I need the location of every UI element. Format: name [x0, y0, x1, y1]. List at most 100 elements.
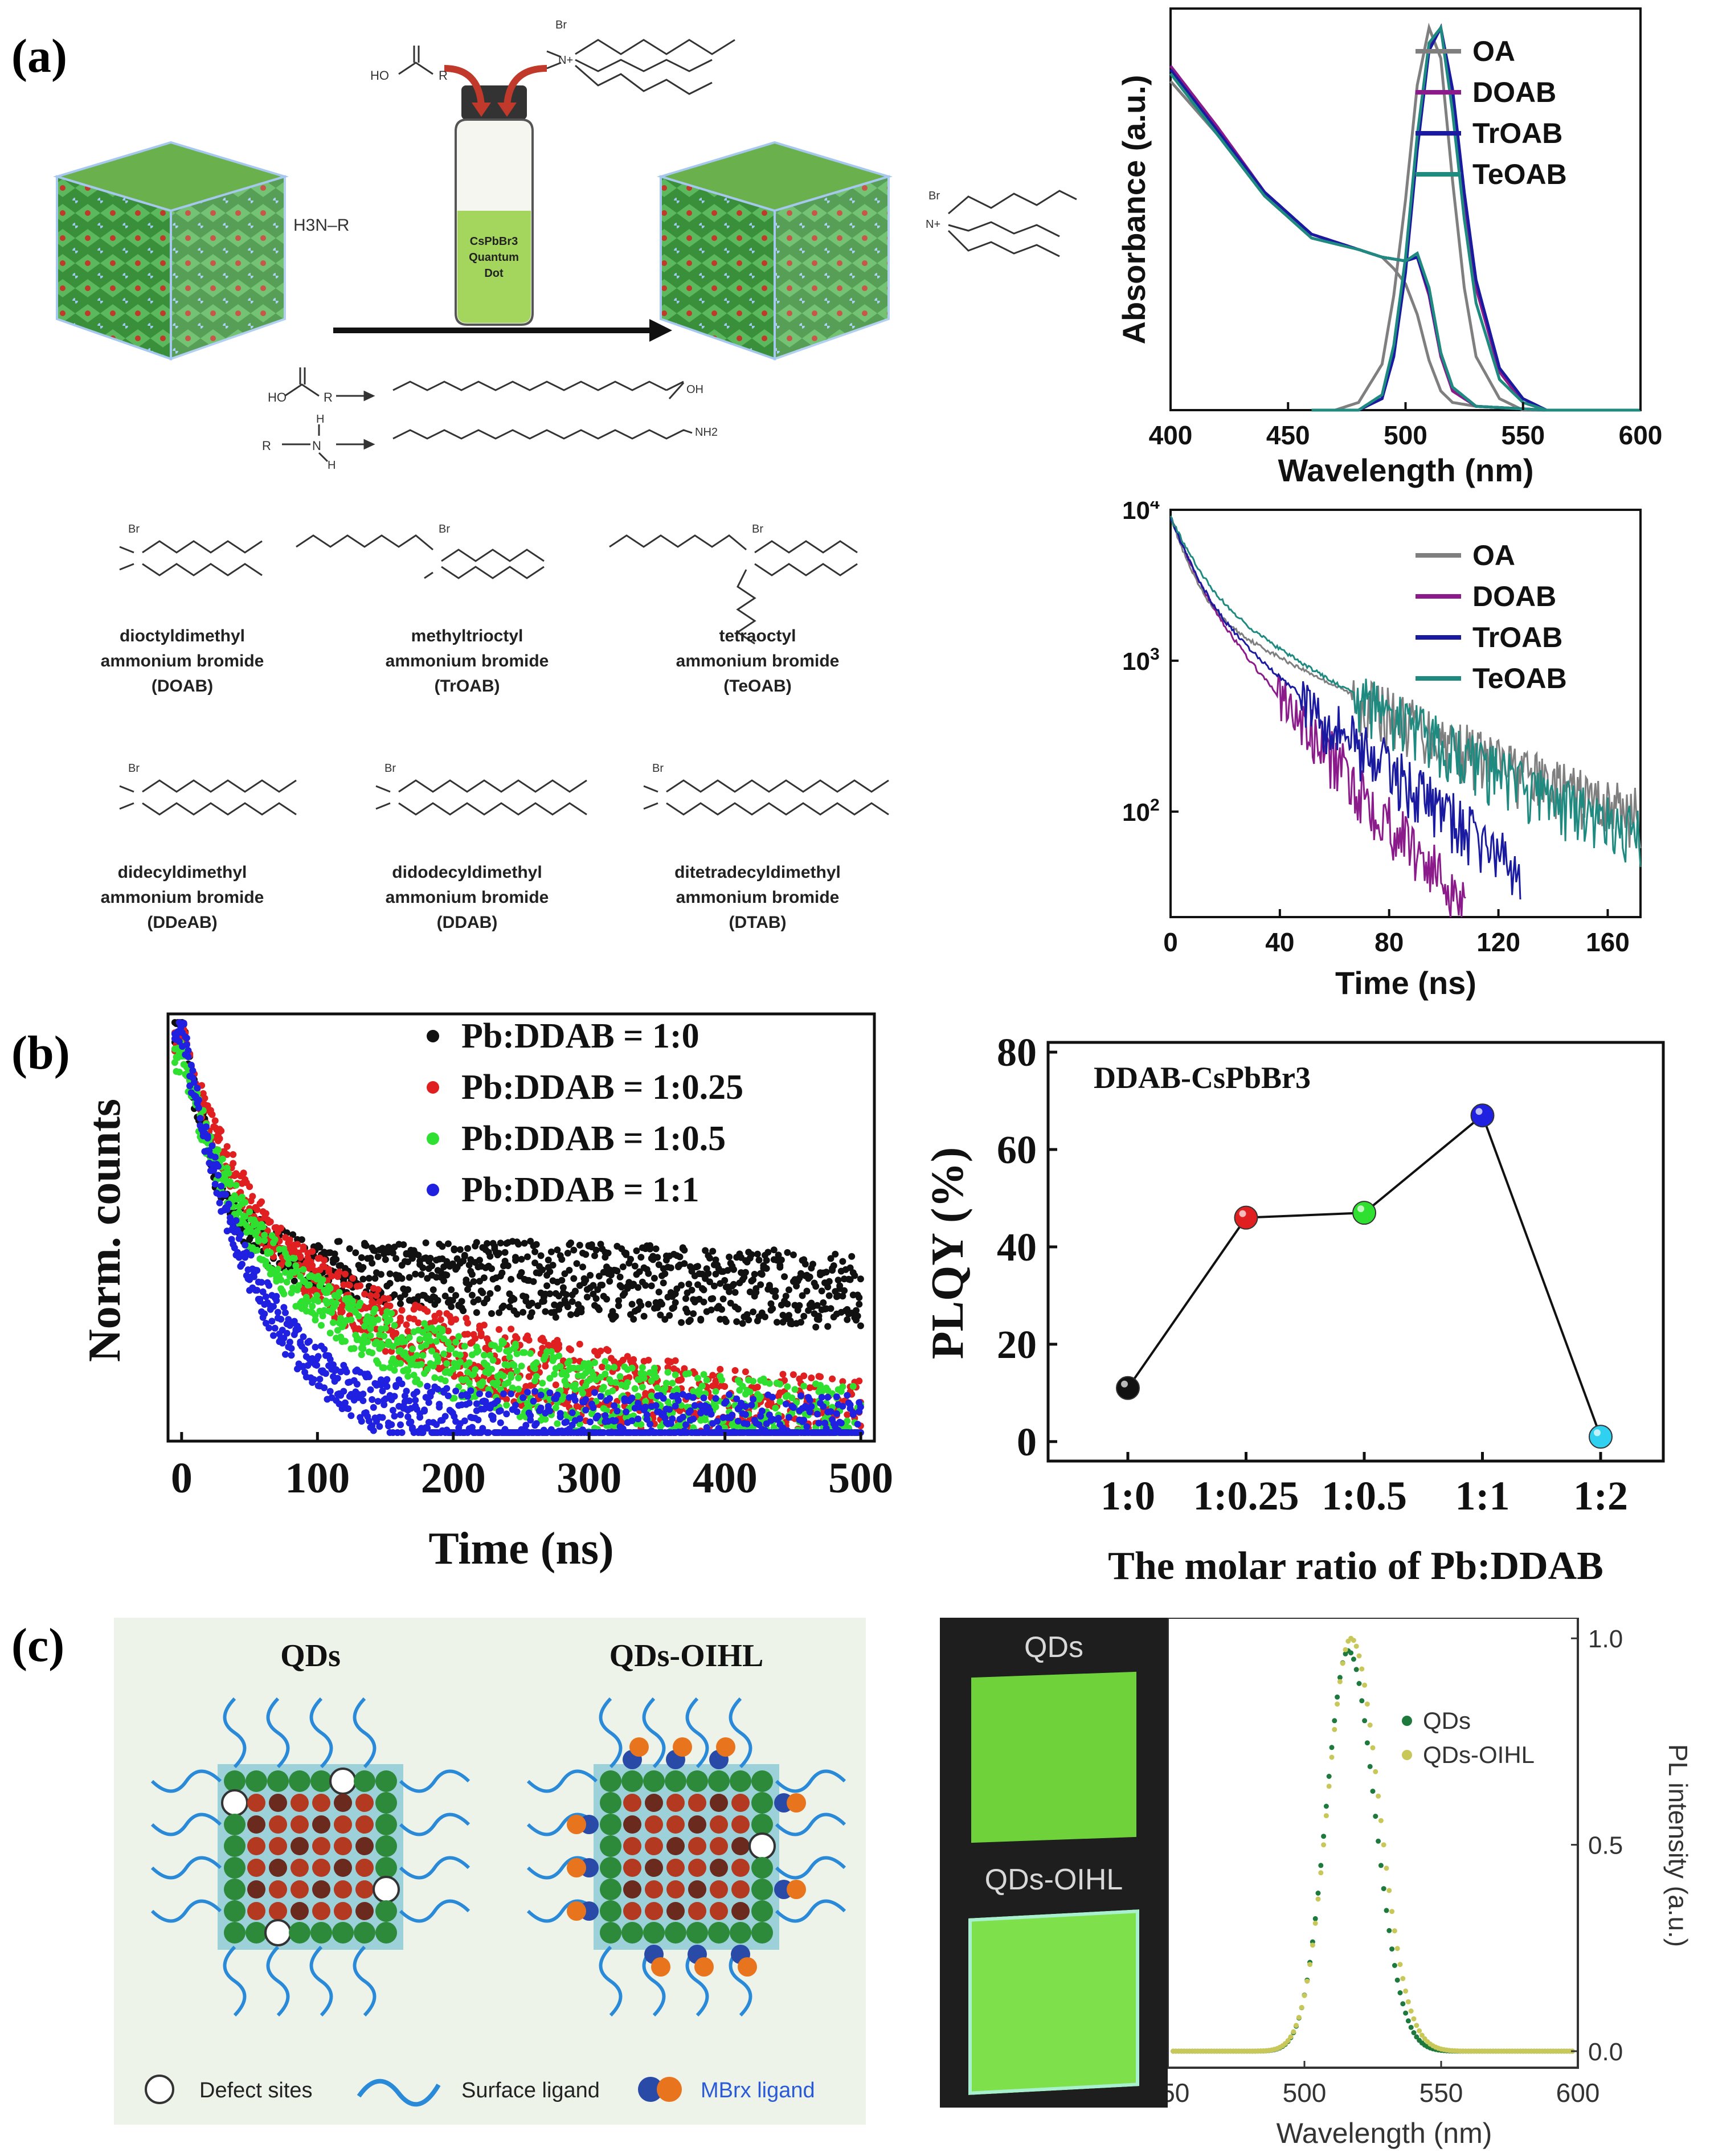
decay-b-point [369, 1259, 376, 1267]
decay-b-point [799, 1292, 806, 1299]
decay-b-point [508, 1390, 515, 1397]
surface-atom [708, 1770, 730, 1792]
decay-b-point [669, 1415, 676, 1422]
acid-top-ho: HO [370, 68, 389, 83]
photo-qds-label: QDs [1024, 1631, 1083, 1664]
plqy-point [1589, 1425, 1613, 1449]
decay-b-point [546, 1268, 554, 1275]
plqy-xtick-label: 1:0 [1101, 1473, 1155, 1519]
decay-b-point [554, 1392, 561, 1398]
decay-b-point [451, 1246, 458, 1254]
decay-b-point [648, 1377, 655, 1385]
pl-c-point [1381, 1886, 1386, 1892]
decay-b-point [440, 1350, 448, 1357]
decay-b-point [342, 1270, 349, 1278]
decay-b-point [578, 1308, 585, 1316]
pl-c-point [1373, 1814, 1378, 1819]
decay-b-point [215, 1146, 222, 1153]
decay-b-point [612, 1417, 619, 1424]
decay-b-point [591, 1359, 598, 1367]
decay-b-point [259, 1288, 267, 1295]
decay-b-point [216, 1199, 223, 1206]
decay-b-point [602, 1370, 609, 1378]
decay-b-point [195, 1097, 202, 1103]
decay-b-point [379, 1387, 386, 1394]
pl-c-point [1312, 1916, 1318, 1921]
plqy-point [1352, 1201, 1376, 1225]
decay-b-point [455, 1333, 463, 1340]
decay-b-point [652, 1245, 660, 1253]
pl-c-point [1321, 1834, 1327, 1839]
surface-atom [224, 1770, 246, 1792]
decay-b-point [283, 1278, 291, 1286]
decay-b-point [500, 1339, 507, 1346]
decay-b-point [557, 1301, 564, 1308]
decay-b-point [312, 1344, 319, 1351]
decay-b-y-label: Norm. counts [80, 1099, 130, 1362]
photo-qdsoihl-label: QDs-OIHL [984, 1863, 1123, 1896]
defect-site [264, 1919, 292, 1946]
decay-b-point [630, 1316, 637, 1323]
decay-b-point [386, 1270, 394, 1278]
pl-c-point [1376, 1793, 1381, 1799]
decay-b-point [265, 1324, 273, 1332]
decay-b-point [612, 1312, 619, 1320]
decay-b-point [374, 1286, 382, 1293]
pl-c-point [1414, 2023, 1419, 2028]
decay-b-point [242, 1213, 249, 1220]
decay-b-point [800, 1372, 808, 1380]
core-atom [710, 1859, 728, 1877]
decay-b-point [579, 1389, 586, 1397]
decay-b-point [751, 1271, 758, 1278]
decay-b-point [449, 1296, 456, 1304]
plqy-line [1127, 1113, 1602, 1437]
decay-b-point [576, 1340, 583, 1348]
decay-b-point [347, 1412, 355, 1419]
decay-b-point [754, 1250, 761, 1258]
ligand-chain [775, 1769, 846, 1793]
absorbance-line-doab [1169, 65, 1641, 412]
core-atom [269, 1902, 287, 1920]
decay-b-point [547, 1248, 555, 1255]
decay-b-point [836, 1282, 844, 1290]
pl-c-point [1394, 1977, 1400, 1983]
decay-b-point [367, 1254, 374, 1262]
decay-b-point [642, 1404, 649, 1411]
decay-b-point [613, 1408, 621, 1415]
core-atom [731, 1794, 750, 1812]
decay-b-point [806, 1408, 813, 1415]
decay-b-point [853, 1307, 860, 1314]
decay-b-point [857, 1275, 864, 1283]
pl-c-point [1367, 1764, 1373, 1769]
decay-b-point [789, 1251, 797, 1258]
decay-b-point [397, 1411, 404, 1418]
decay-b-point [383, 1383, 391, 1390]
oleylamine-end: NH2 [695, 426, 718, 439]
decay-b-point [246, 1183, 253, 1190]
core-atom [269, 1794, 287, 1812]
decay-b-point [557, 1363, 564, 1370]
diagram-qdsoihl-label: QDs-OIHL [609, 1638, 764, 1674]
pl-c-xtick-label: 450 [1168, 2078, 1189, 2108]
decay-b-point [427, 1337, 434, 1344]
decay-b-point [280, 1304, 288, 1311]
decay-b-point [389, 1249, 396, 1257]
decay-b-point [540, 1337, 547, 1345]
decay-b-point [570, 1246, 578, 1254]
decay-b-point [786, 1312, 792, 1319]
decay-b-point [488, 1310, 495, 1317]
decay-b-point [314, 1353, 322, 1360]
decay-b-legend-label: Pb:DDAB = 1:1 [461, 1171, 699, 1209]
qd-core-box [594, 1764, 779, 1950]
decay-b-point [672, 1402, 679, 1410]
decay-b-point [681, 1246, 688, 1254]
decay-b-point [397, 1360, 404, 1367]
decay-b-point [249, 1193, 256, 1200]
decay-b-point [392, 1382, 400, 1389]
decay-a-x-label: Time (ns) [1335, 965, 1476, 1001]
decay-b-point [640, 1374, 648, 1382]
surface-atom [224, 1857, 246, 1879]
decay-b-point [261, 1232, 268, 1239]
decay-b-point [630, 1356, 637, 1363]
pl-c-point [1321, 1842, 1327, 1848]
